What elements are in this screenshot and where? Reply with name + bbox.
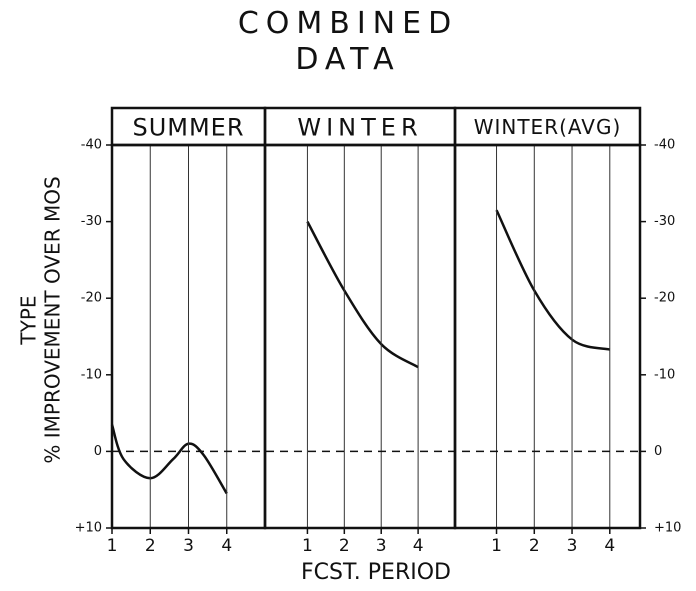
x-tick-label: 3 bbox=[183, 536, 194, 556]
y-label: % IMPROVEMENT OVER MOS bbox=[41, 176, 65, 463]
y-tick-label: 0 bbox=[94, 444, 102, 459]
x-tick-label: 1 bbox=[107, 536, 118, 556]
y-tick-label: -30 bbox=[81, 214, 102, 229]
panel-title: WINTER(AVG) bbox=[474, 115, 622, 139]
x-tick-label: 2 bbox=[145, 536, 156, 556]
x-tick-label: 3 bbox=[567, 536, 578, 556]
x-tick-label: 1 bbox=[302, 536, 313, 556]
panel-frame bbox=[263, 143, 457, 530]
y2-tick-label: +10 bbox=[654, 521, 681, 536]
x-tick-label: 1 bbox=[491, 536, 502, 556]
x-tick-label: 4 bbox=[604, 536, 615, 556]
y2-tick-label: -30 bbox=[654, 214, 675, 229]
y2-tick-label: 0 bbox=[654, 444, 662, 459]
y2-tick-label: -20 bbox=[654, 291, 675, 306]
panel-title: WINTER bbox=[297, 114, 422, 142]
x-tick-label: 3 bbox=[376, 536, 387, 556]
y-tick-label: -20 bbox=[81, 291, 102, 306]
y2-tick-label: -40 bbox=[654, 138, 675, 153]
x-tick-label: 2 bbox=[339, 536, 350, 556]
y2-tick-label: -10 bbox=[654, 367, 675, 382]
x-tick-label: 4 bbox=[221, 536, 232, 556]
x-tick-label: 4 bbox=[413, 536, 424, 556]
y-tick-label: +10 bbox=[75, 521, 102, 536]
y-tick-label: -40 bbox=[81, 138, 102, 153]
data-line bbox=[110, 424, 228, 495]
y-label: TYPE bbox=[17, 295, 41, 345]
data-line bbox=[495, 209, 611, 351]
panel-title: SUMMER bbox=[132, 114, 244, 142]
x-label: FCST. PERIOD bbox=[301, 560, 451, 585]
y-tick-label: -10 bbox=[81, 367, 102, 382]
chart-title: COMBINED DATA bbox=[237, 6, 459, 77]
data-line bbox=[306, 221, 419, 369]
panel-frame bbox=[453, 143, 642, 530]
x-tick-label: 2 bbox=[529, 536, 540, 556]
